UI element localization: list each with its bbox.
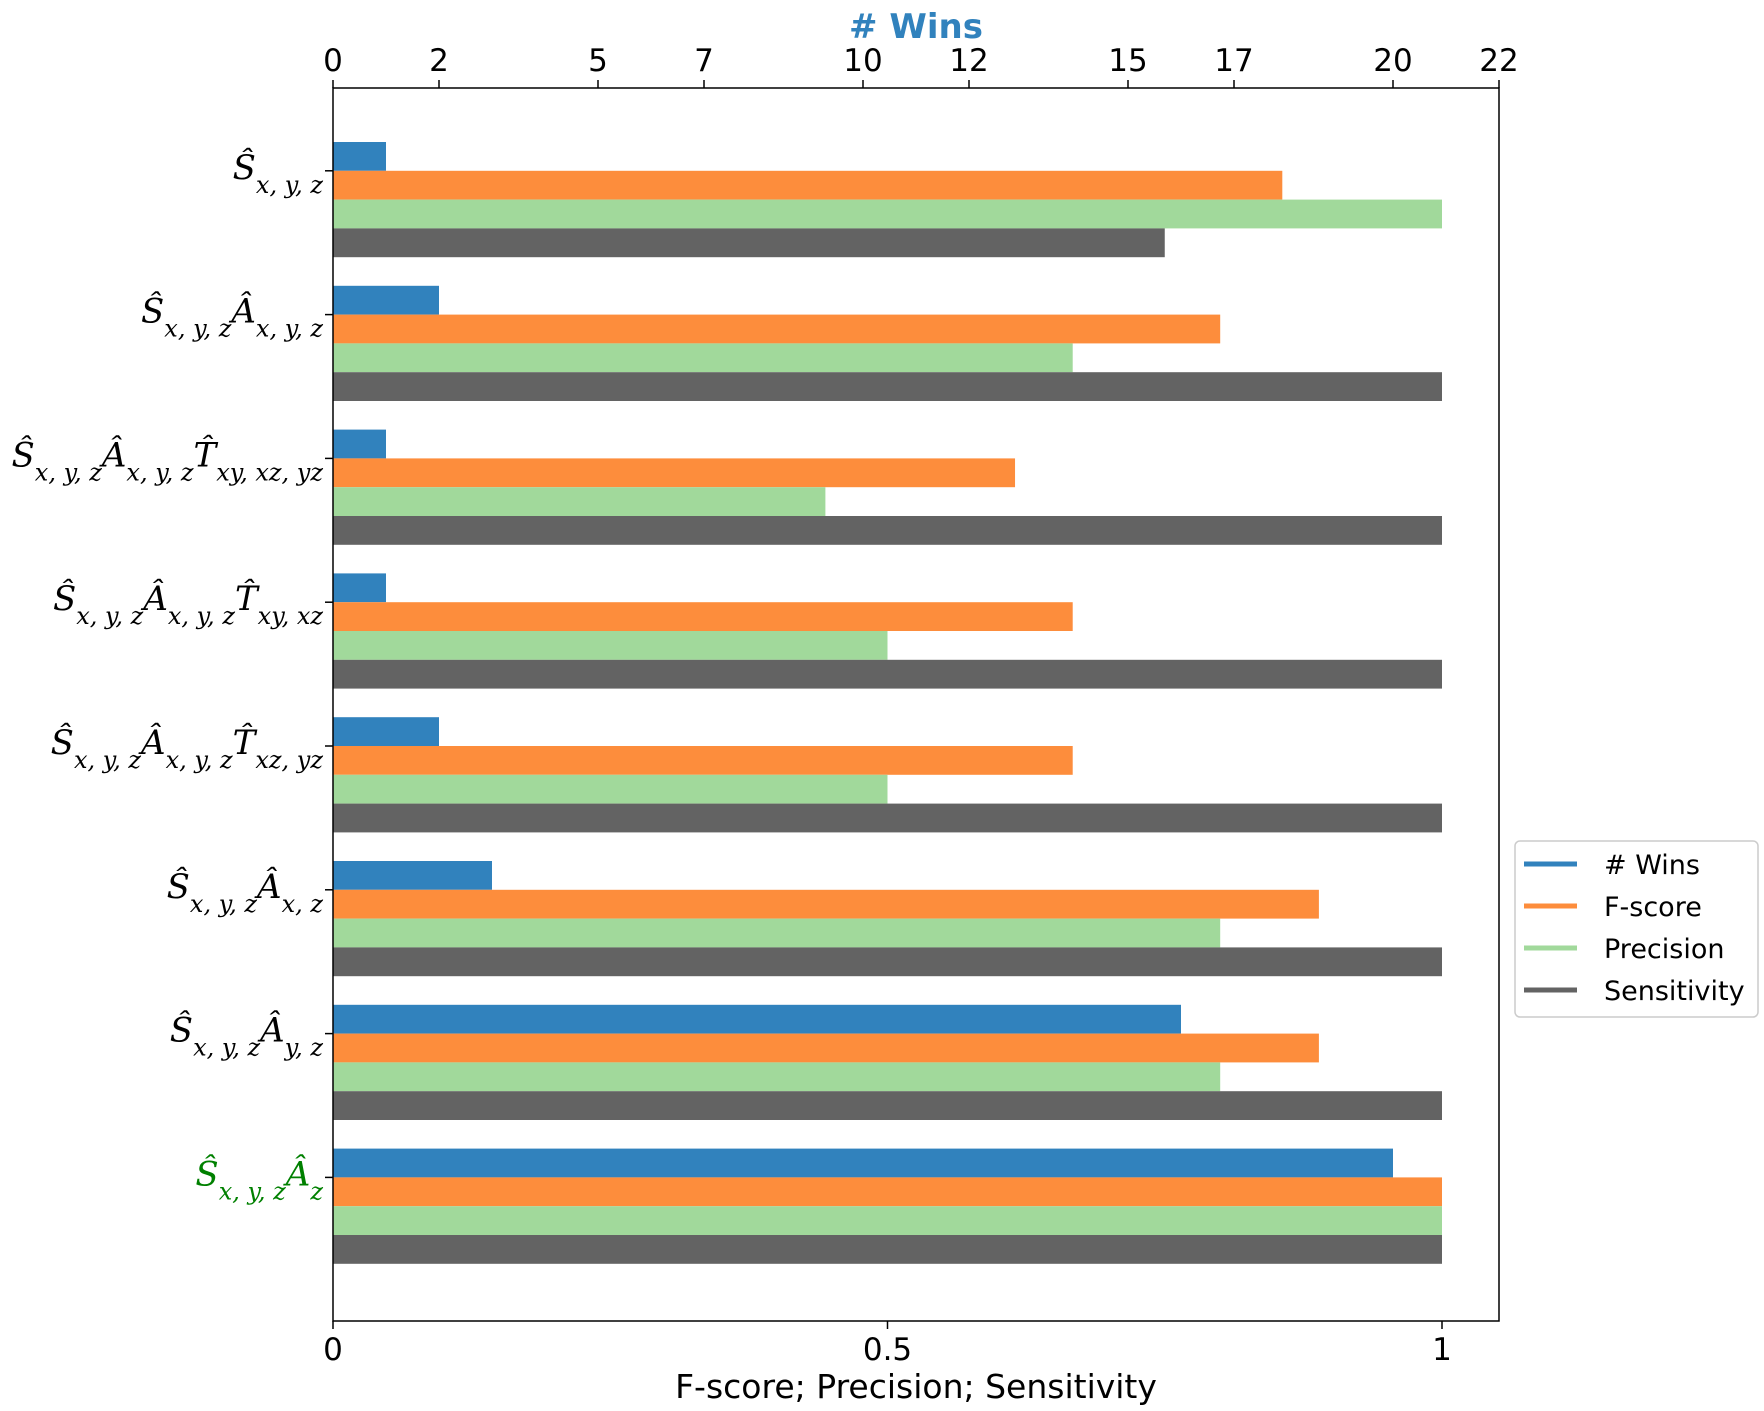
category-label: Ŝx, y, zÂx, y, zT̂xy, xz, yz — [11, 434, 323, 486]
bar-f-score-0 — [333, 170, 1283, 200]
top-tick-label: 12 — [949, 43, 988, 79]
bar-wins-6 — [333, 1004, 1181, 1034]
top-tick-label: 22 — [1479, 43, 1518, 79]
bar-wins-2 — [333, 429, 386, 459]
bottom-tick-label: 1 — [1432, 1332, 1452, 1368]
bar-sensitivity-4 — [333, 803, 1442, 833]
bar-sensitivity-5 — [333, 947, 1442, 977]
category-label: Ŝx, y, zÂx, y, z — [141, 291, 323, 343]
top-tick-label: 20 — [1373, 43, 1412, 79]
bar-wins-5 — [333, 861, 492, 890]
bar-f-score-4 — [333, 746, 1073, 775]
bar-sensitivity-3 — [333, 659, 1442, 689]
bar-sensitivity-0 — [333, 228, 1165, 258]
plot-frame — [332, 87, 1500, 1322]
bar-f-score-6 — [333, 1033, 1319, 1063]
top-axis-title: # Wins — [849, 7, 983, 47]
bar-f-score-3 — [333, 602, 1073, 631]
bottom-axis: 0 0.5 1 — [323, 1321, 1452, 1368]
category-label: Ŝx, y, zÂx, z — [167, 866, 324, 918]
top-tick-label: 0 — [323, 43, 343, 79]
bar-sensitivity-7 — [333, 1235, 1442, 1264]
bar-f-score-1 — [333, 314, 1221, 344]
top-axis: 0 2 5 7 10 12 15 17 20 22 — [323, 43, 1519, 88]
bar-wins-4 — [333, 717, 439, 746]
top-tick-label: 15 — [1108, 43, 1147, 79]
bottom-tick-label: 0.5 — [863, 1332, 912, 1368]
bar-precision-0 — [333, 199, 1442, 229]
bar-sensitivity-1 — [333, 372, 1442, 401]
bar-wins-1 — [333, 285, 439, 315]
bar-sensitivity-2 — [333, 516, 1442, 545]
category-label: Ŝx, y, z — [233, 147, 324, 199]
top-tick-label: 5 — [588, 43, 608, 79]
bar-precision-2 — [333, 487, 826, 516]
legend-label: # Wins — [1604, 850, 1700, 881]
bar-f-score-2 — [333, 458, 1016, 488]
bar-precision-6 — [333, 1062, 1221, 1092]
bar-f-score-5 — [333, 889, 1319, 919]
category-label: Ŝx, y, zÂx, y, zT̂xy, xz — [53, 578, 323, 630]
category-label: Ŝx, y, zÂy, z — [170, 1010, 324, 1062]
bar-sensitivity-6 — [333, 1091, 1442, 1120]
top-tick-label: 7 — [694, 43, 714, 79]
y-axis: Ŝx, y, z Ŝx, y, zÂx, y, z Ŝx, y, zÂx,… — [11, 147, 333, 1205]
legend-label: Precision — [1604, 934, 1724, 965]
legend-box — [1514, 840, 1759, 1018]
bar-wins-3 — [333, 573, 386, 603]
bar-precision-3 — [333, 631, 888, 660]
x-axis-title: F-score; Precision; Sensitivity — [675, 1367, 1157, 1406]
bottom-tick-label: 0 — [323, 1332, 343, 1368]
top-tick-label: 2 — [429, 43, 449, 79]
bars-layer — [333, 142, 1442, 1264]
bar-wins-0 — [333, 142, 386, 171]
bar-precision-5 — [333, 918, 1221, 948]
bar-precision-7 — [333, 1206, 1442, 1235]
top-tick-label: 10 — [843, 43, 882, 79]
top-tick-label: 17 — [1214, 43, 1253, 79]
bar-f-score-7 — [333, 1177, 1442, 1207]
bar-wins-7 — [333, 1148, 1393, 1178]
category-label: Ŝx, y, zÂx, y, zT̂xz, yz — [51, 722, 324, 774]
legend-label: Sensitivity — [1604, 976, 1745, 1007]
bar-precision-1 — [333, 343, 1073, 373]
category-label: Ŝx, y, zÂz — [195, 1153, 323, 1205]
legend: # Wins F-score Precision Sensitivity — [1514, 840, 1759, 1018]
bar-precision-4 — [333, 774, 888, 804]
plot-area — [333, 88, 1499, 1321]
legend-label: F-score — [1604, 892, 1702, 923]
